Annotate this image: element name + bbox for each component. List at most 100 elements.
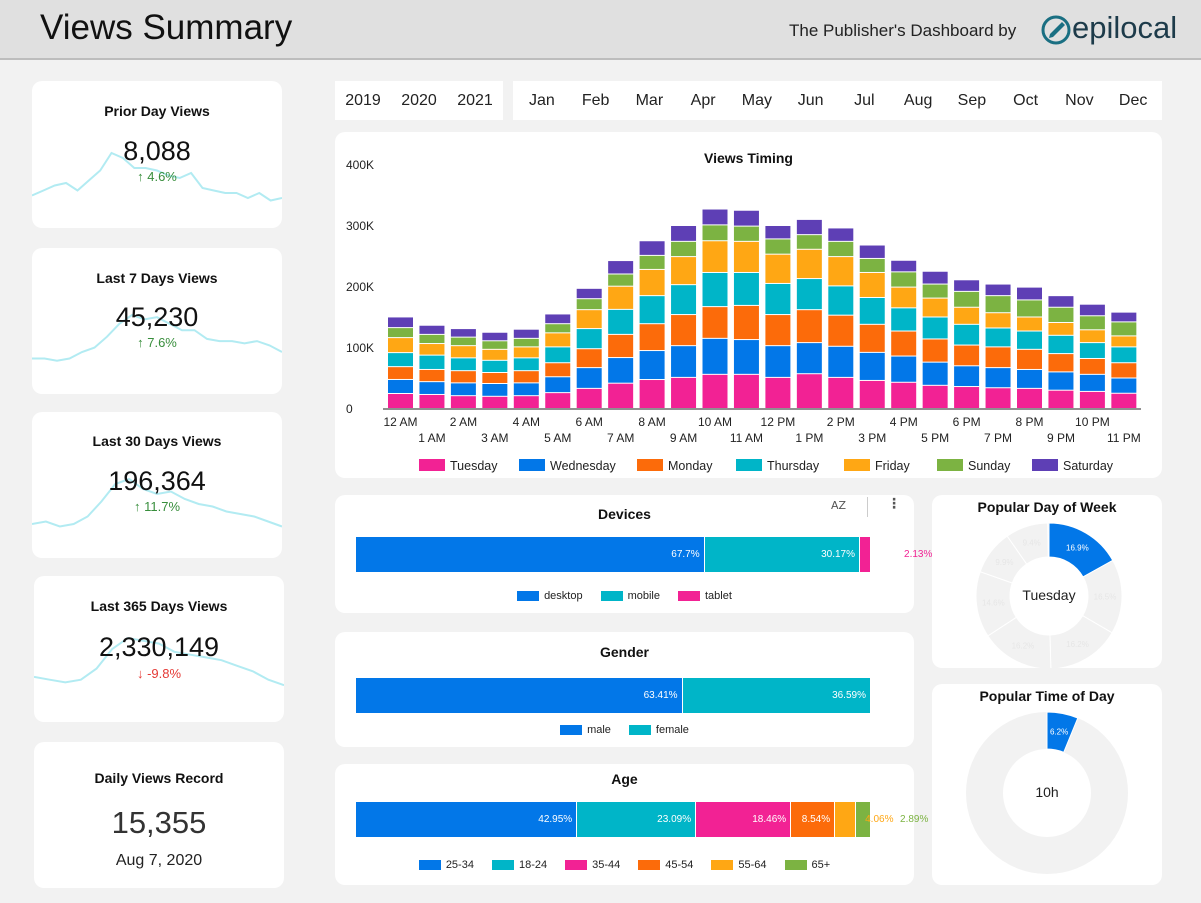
bar-segment-friday[interactable]: [859, 272, 885, 297]
month-option[interactable]: Jul: [854, 91, 875, 109]
bar-segment-monday[interactable]: [796, 310, 822, 343]
bar-segment-friday[interactable]: [891, 287, 917, 308]
bar-segment-wednesday[interactable]: [828, 346, 854, 377]
bar-segment-monday[interactable]: [1079, 358, 1105, 374]
bar-segment-friday[interactable]: [954, 307, 980, 324]
bar-segment-thursday[interactable]: [388, 353, 413, 367]
legend-item[interactable]: 18-24: [491, 859, 547, 871]
bar-segment-sunday[interactable]: [1017, 300, 1042, 317]
bar-segment-saturday[interactable]: [576, 288, 602, 299]
bar-segment-45-54[interactable]: 8.54%: [791, 802, 836, 837]
bar-segment-sunday[interactable]: [702, 225, 728, 241]
bar-segment-monday[interactable]: [576, 349, 602, 368]
bar-segment-thursday[interactable]: [1079, 343, 1105, 358]
bar-segment-thursday[interactable]: [922, 317, 948, 339]
bar-segment-saturday[interactable]: [859, 245, 885, 258]
bar-segment-wednesday[interactable]: [1017, 369, 1042, 388]
bar-segment-friday[interactable]: [796, 249, 822, 279]
bar-segment-desktop[interactable]: 67.7%: [356, 537, 705, 572]
bar-segment-tuesday[interactable]: [985, 388, 1011, 408]
bar-segment-thursday[interactable]: [891, 308, 917, 331]
bar-segment-sunday[interactable]: [985, 296, 1011, 313]
legend-item[interactable]: mobile: [600, 590, 660, 602]
bar-segment-thursday[interactable]: [545, 347, 571, 363]
bar-segment-monday[interactable]: [388, 367, 413, 379]
bar-segment-saturday[interactable]: [702, 209, 728, 225]
year-option[interactable]: 2019: [345, 91, 381, 109]
bar-segment-wednesday[interactable]: [954, 366, 980, 387]
bar-segment-tuesday[interactable]: [1079, 391, 1105, 408]
bar-segment-saturday[interactable]: [765, 226, 791, 239]
bar-segment-mobile[interactable]: 30.17%: [704, 537, 861, 572]
bar-segment-monday[interactable]: [859, 324, 885, 352]
legend-item[interactable]: female: [628, 724, 689, 736]
bar-segment-monday[interactable]: [639, 324, 665, 351]
bar-segment-sunday[interactable]: [608, 274, 634, 286]
bar-segment-tuesday[interactable]: [733, 374, 759, 408]
bar-segment-thursday[interactable]: [796, 279, 822, 310]
bar-segment-thursday[interactable]: [733, 272, 759, 305]
bar-segment-female[interactable]: 36.59%: [682, 678, 871, 713]
bar-segment-wednesday[interactable]: [796, 343, 822, 374]
month-option[interactable]: Dec: [1118, 91, 1148, 109]
legend-label[interactable]: Monday: [668, 459, 713, 473]
bar-segment-saturday[interactable]: [545, 314, 571, 324]
month-option[interactable]: Jan: [528, 91, 555, 109]
bar-segment-tuesday[interactable]: [388, 393, 413, 408]
bar-segment-saturday[interactable]: [985, 284, 1011, 296]
bar-segment-sunday[interactable]: [639, 255, 665, 269]
bar-segment-monday[interactable]: [954, 345, 980, 366]
bar-segment-saturday[interactable]: [513, 329, 539, 338]
bar-segment-tuesday[interactable]: [954, 387, 980, 408]
legend-label[interactable]: Friday: [875, 459, 910, 473]
legend-label[interactable]: Saturday: [1063, 459, 1114, 473]
bar-segment-sunday[interactable]: [891, 272, 917, 287]
month-option[interactable]: Nov: [1065, 91, 1094, 109]
bar-segment-tablet[interactable]: 2.13%: [860, 537, 932, 572]
bar-segment-monday[interactable]: [608, 334, 634, 358]
bar-segment-wednesday[interactable]: [513, 383, 539, 396]
bar-segment-tuesday[interactable]: [450, 396, 476, 408]
donut-slice[interactable]: [1046, 711, 1079, 753]
bar-segment-saturday[interactable]: [1048, 296, 1074, 307]
bar-segment-tuesday[interactable]: [891, 382, 917, 408]
bar-segment-friday[interactable]: [388, 338, 413, 353]
bar-segment-wednesday[interactable]: [419, 382, 445, 394]
bar-segment-friday[interactable]: [765, 254, 791, 283]
bar-segment-friday[interactable]: [450, 346, 476, 358]
bar-segment-saturday[interactable]: [1111, 312, 1137, 322]
bar-segment-wednesday[interactable]: [545, 377, 571, 393]
bar-segment-tuesday[interactable]: [1111, 393, 1137, 408]
bar-segment-sunday[interactable]: [450, 337, 476, 346]
bar-segment-tuesday[interactable]: [702, 374, 728, 408]
bar-segment-saturday[interactable]: [450, 329, 476, 337]
bar-segment-monday[interactable]: [419, 369, 445, 382]
bar-segment-friday[interactable]: [1111, 336, 1137, 347]
bar-segment-friday[interactable]: [639, 269, 665, 296]
more-vert-icon[interactable]: ⋮: [887, 496, 901, 512]
bar-segment-friday[interactable]: [985, 313, 1011, 328]
bar-segment-monday[interactable]: [450, 371, 476, 383]
bar-segment-saturday[interactable]: [419, 325, 445, 334]
bar-segment-sunday[interactable]: [419, 334, 445, 344]
month-option[interactable]: Aug: [903, 91, 933, 109]
bar-segment-tuesday[interactable]: [576, 388, 602, 408]
bar-segment-wednesday[interactable]: [671, 346, 697, 377]
bar-segment-25-34[interactable]: 42.95%: [356, 802, 578, 837]
bar-segment-monday[interactable]: [1111, 363, 1137, 378]
bar-segment-55-64[interactable]: 4.06%: [835, 802, 893, 837]
legend-item[interactable]: 45-54: [638, 859, 693, 871]
bar-segment-sunday[interactable]: [1111, 322, 1137, 336]
month-option[interactable]: May: [741, 91, 772, 109]
legend-item[interactable]: 35-44: [565, 859, 620, 871]
month-option[interactable]: Sep: [957, 91, 987, 109]
bar-segment-sunday[interactable]: [922, 284, 948, 298]
legend-label[interactable]: Tuesday: [450, 459, 498, 473]
bar-segment-tuesday[interactable]: [828, 377, 854, 408]
bar-segment-saturday[interactable]: [482, 332, 508, 341]
bar-segment-sunday[interactable]: [733, 226, 759, 241]
bar-segment-thursday[interactable]: [1111, 347, 1137, 363]
bar-segment-friday[interactable]: [545, 333, 571, 347]
bar-segment-tuesday[interactable]: [1048, 390, 1074, 408]
bar-segment-thursday[interactable]: [450, 358, 476, 371]
